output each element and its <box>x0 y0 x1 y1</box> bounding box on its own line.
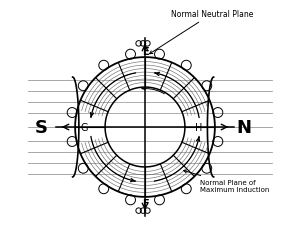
Text: G: G <box>80 122 88 132</box>
Text: S: S <box>35 118 48 136</box>
Text: Normal Plane of
Maximum Induction: Normal Plane of Maximum Induction <box>184 170 269 192</box>
Text: E: E <box>142 47 148 57</box>
Text: Normal Neutral Plane: Normal Neutral Plane <box>149 10 254 54</box>
Text: N: N <box>236 118 251 136</box>
Text: H: H <box>195 122 202 132</box>
Text: F: F <box>142 198 148 208</box>
